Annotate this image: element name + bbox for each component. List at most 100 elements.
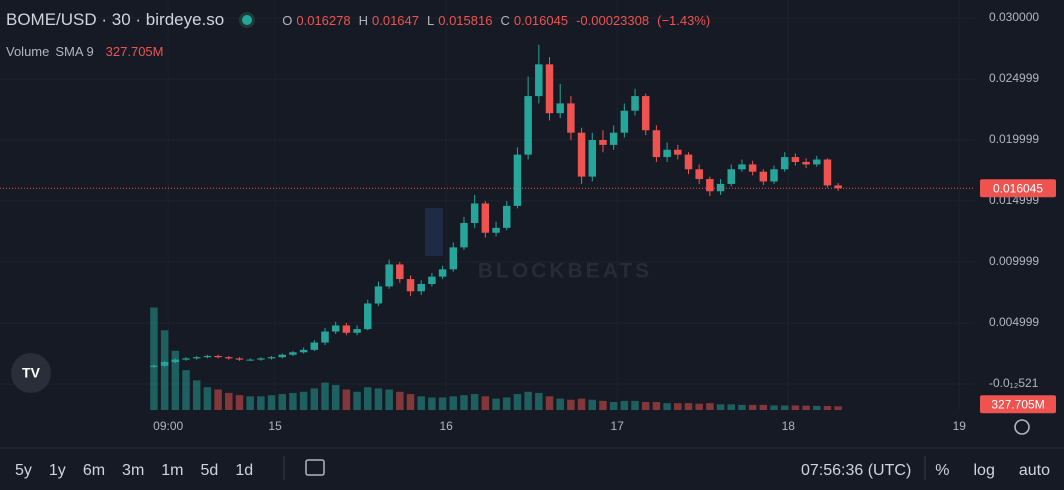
candle-body (203, 355, 212, 358)
x-tick-label: 16 (439, 419, 453, 433)
y-tick-label: 0.009999 (989, 254, 1039, 268)
candle-body (470, 203, 479, 223)
tv-logo[interactable] (11, 353, 51, 393)
volume-bar (545, 396, 554, 410)
x-tick-label: 09:00 (153, 419, 183, 433)
volume-bar (738, 404, 746, 410)
ohlc-value: 0.015816 (438, 12, 493, 28)
scale-option[interactable]: % (935, 462, 950, 479)
candle-body (160, 362, 169, 366)
volume-bar (214, 389, 222, 410)
volume-bar (310, 388, 319, 410)
candle-body (150, 365, 158, 367)
volume-bar (481, 396, 490, 410)
timeframe-button[interactable]: 1y (48, 462, 66, 479)
compare-icon[interactable] (305, 459, 325, 476)
candle-body (609, 132, 618, 145)
candle-body (267, 357, 276, 359)
ohlc-value: 0.016278 (296, 12, 351, 28)
x-tick-label: 18 (782, 419, 796, 433)
volume-bar (374, 388, 383, 410)
settings-icon[interactable] (1014, 419, 1030, 435)
volume-bar (652, 402, 661, 410)
candle-body (588, 140, 597, 177)
timeframe-button[interactable]: 5y (15, 462, 32, 479)
candle-body (321, 331, 329, 343)
volume-bar (396, 391, 404, 410)
volume-bar (791, 405, 800, 410)
volume-bar (342, 389, 351, 410)
timeframe-button[interactable]: 6m (82, 462, 106, 479)
candle-body (449, 247, 458, 270)
volume-bar (353, 391, 361, 410)
scale-option[interactable]: auto (1018, 462, 1050, 479)
timeframe-button[interactable]: 5d (200, 462, 219, 479)
candle-body (567, 103, 575, 133)
candle-body (834, 185, 842, 189)
candle-body (492, 227, 500, 233)
volume-tag-label: 327.705M (991, 397, 1044, 411)
candle-body (192, 357, 201, 359)
volume-bar (385, 389, 393, 410)
volume-bar (663, 403, 671, 410)
grid (0, 0, 975, 410)
last-price-tag (980, 179, 1056, 198)
candles (150, 44, 842, 369)
candle-body (385, 264, 393, 287)
change-pct: (−1.43%) (657, 12, 711, 28)
y-tick-label: -0.0₁₂521 (989, 376, 1039, 390)
candle-body (802, 161, 810, 165)
volume-bar (267, 395, 276, 410)
candle-body (214, 355, 222, 358)
candle-body (759, 171, 768, 182)
volume-bar (225, 392, 233, 410)
y-tick-label: 0.004999 (989, 315, 1039, 329)
volume-bar (492, 398, 500, 410)
volume-bar (438, 397, 447, 410)
candle-body (695, 169, 703, 180)
volume-bar (695, 403, 703, 410)
candle-body (481, 203, 490, 233)
axes: -0.0₁₂5210.0049990.0099990.0149990.01999… (0, 10, 1056, 433)
candle-body (235, 358, 244, 360)
y-tick-label: 0.030000 (989, 10, 1039, 24)
timeframes: 5y 1y 6m 3m 1m 5d 1d (15, 462, 253, 480)
candle-body (823, 159, 832, 186)
x-tick-label: 17 (611, 419, 625, 433)
volume-bar (278, 394, 286, 410)
volume-bar (535, 392, 543, 410)
volume-bar (716, 404, 725, 410)
ohlc-key: C (500, 12, 510, 28)
tv-logo-mark: TV (22, 365, 41, 381)
candle-body (577, 132, 586, 177)
candle-body (331, 325, 340, 332)
candle-body (770, 169, 778, 182)
timeframe-button[interactable]: 1d (235, 462, 254, 479)
volume-bar (567, 399, 575, 410)
candle-body (353, 329, 361, 333)
volume-bar (524, 391, 532, 410)
toolbar-right: 07:56:36 (UTC) % log auto (801, 462, 1050, 480)
volume-bar (834, 406, 842, 410)
volume-bar (160, 330, 169, 410)
volume-bar (609, 402, 618, 410)
volume-bar (513, 394, 522, 410)
volume-bar (428, 397, 436, 410)
volume-bar (802, 405, 810, 410)
candle-body (513, 154, 522, 206)
symbol-title: BOME/USD · 30 · birdeye.so (6, 10, 225, 29)
volume-bar (684, 403, 693, 410)
timeframe-button[interactable]: 3m (122, 462, 145, 479)
volume-bar (171, 350, 180, 410)
watermark: BLOCKBEATS (478, 260, 652, 283)
volume-bar (674, 403, 682, 410)
volume-legend: Volume SMA 9 327.705M (6, 44, 164, 59)
ohlc-value: 0.01647 (372, 12, 419, 28)
clock[interactable]: 07:56:36 (UTC) (801, 462, 912, 479)
volume-bar (182, 370, 190, 410)
y-tick-label: 0.024999 (989, 71, 1039, 85)
timeframe-button[interactable]: 1m (161, 462, 184, 479)
scale-option[interactable]: log (973, 462, 995, 479)
x-tick-label: 15 (268, 419, 282, 433)
